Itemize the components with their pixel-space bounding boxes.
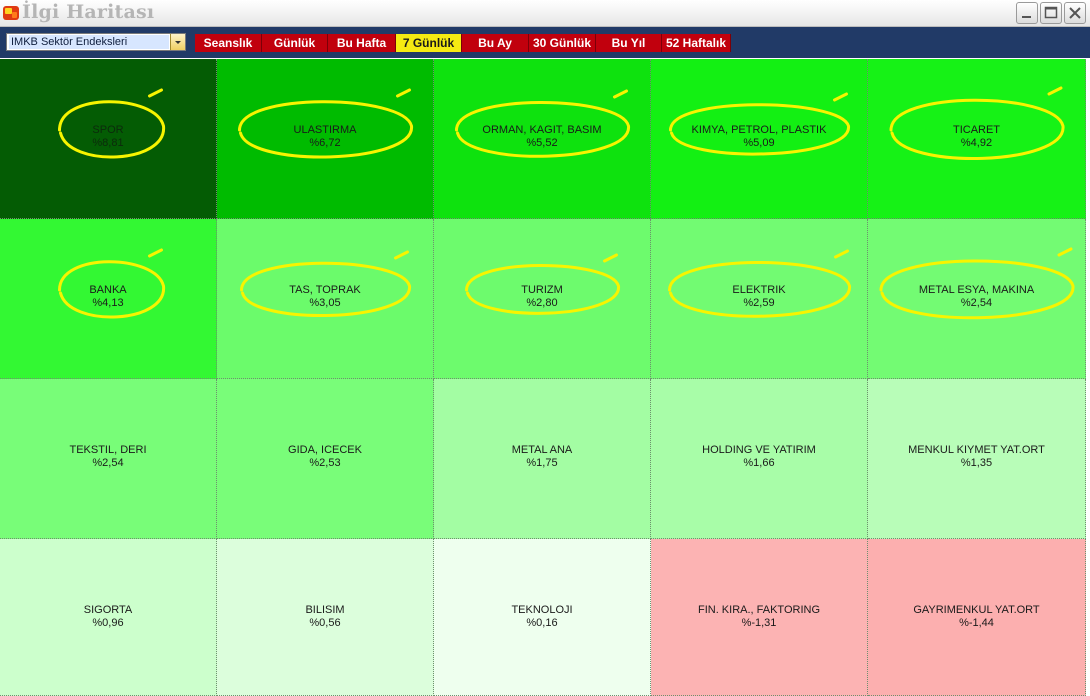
sector-change-value: %1,66 [743, 457, 775, 469]
sector-change-value: %4,13 [92, 297, 124, 309]
sector-change-value: %5,52 [526, 137, 558, 149]
heatmap-cell[interactable]: KIMYA, PETROL, PLASTIK %5,09 [651, 59, 868, 219]
heatmap-cell[interactable]: BILISIM %0,56 [217, 539, 434, 696]
period-tab[interactable]: Seanslık [195, 34, 262, 52]
heatmap-cell[interactable]: METAL ESYA, MAKINA %2,54 [868, 219, 1086, 379]
sector-change-value: %3,05 [309, 297, 341, 309]
heatmap-cell[interactable]: TAS, TOPRAK %3,05 [217, 219, 434, 379]
sector-change-value: %6,72 [309, 137, 341, 149]
minimize-button[interactable] [1016, 2, 1038, 24]
sector-change-value: %0,56 [309, 617, 341, 629]
sector-name: TAS, TOPRAK [289, 284, 361, 296]
sector-name: METAL ANA [511, 444, 573, 456]
sector-name: BANKA [89, 284, 127, 296]
sector-change-value: %0,96 [92, 617, 124, 629]
sector-change-value: %5,09 [743, 137, 775, 149]
heatmap-cell[interactable]: ORMAN, KAGIT, BASIM %5,52 [434, 59, 651, 219]
sector-change-value: %1,75 [526, 457, 558, 469]
sector-change-value: %0,16 [526, 617, 558, 629]
heatmap-cell[interactable]: ULASTIRMA %6,72 [217, 59, 434, 219]
minimize-icon [1022, 16, 1031, 18]
title-bar: İlgi Haritası [0, 0, 1090, 27]
heatmap-cell[interactable]: GIDA, ICECEK %2,53 [217, 379, 434, 539]
sector-change-value: %2,54 [960, 297, 993, 309]
heatmap-cell[interactable]: FIN. KIRA., FAKTORING %-1,31 [651, 539, 868, 696]
sector-change-value: %-1,31 [741, 617, 777, 629]
maximize-button[interactable] [1040, 2, 1062, 24]
sector-change-value: %8,81 [92, 137, 124, 149]
period-tab[interactable]: Günlük [262, 34, 328, 52]
sector-name: FIN. KIRA., FAKTORING [697, 604, 821, 616]
sector-name: KIMYA, PETROL, PLASTIK [691, 124, 827, 136]
index-select[interactable]: IMKB Sektör Endeksleri [6, 33, 186, 51]
sector-name: TEKSTIL, DERI [69, 444, 147, 456]
sector-name: TICARET [952, 124, 1001, 136]
window-title: İlgi Haritası [22, 1, 155, 23]
period-tab[interactable]: 30 Günlük [529, 34, 596, 52]
period-tab[interactable]: Bu Yıl [596, 34, 662, 52]
sector-change-value: %2,80 [526, 297, 558, 309]
sector-change-value: %2,54 [92, 457, 124, 469]
sector-change-value: %1,35 [960, 457, 993, 469]
sector-name: ORMAN, KAGIT, BASIM [482, 124, 602, 136]
period-tab[interactable]: 52 Haftalık [662, 34, 731, 52]
heatmap-cell[interactable]: METAL ANA %1,75 [434, 379, 651, 539]
heatmap-cell[interactable]: TEKSTIL, DERI %2,54 [0, 379, 217, 539]
period-tab[interactable]: Bu Ay [462, 34, 529, 52]
heatmap-cell[interactable]: TEKNOLOJI %0,16 [434, 539, 651, 696]
dropdown-arrow-button[interactable] [170, 34, 185, 50]
period-tab[interactable]: Bu Hafta [328, 34, 396, 52]
chevron-down-icon [175, 41, 181, 44]
heatmap-cell[interactable]: HOLDING VE YATIRIM %1,66 [651, 379, 868, 539]
sector-name: TURIZM [521, 284, 563, 296]
sector-name: TEKNOLOJI [511, 604, 573, 616]
sector-name: MENKUL KIYMET YAT.ORT [908, 444, 1045, 456]
index-select-value: IMKB Sektör Endeksleri [9, 35, 169, 49]
sector-change-value: %2,53 [309, 457, 341, 469]
close-icon [1069, 7, 1081, 19]
heatmap-cell[interactable]: ELEKTRIK %2,59 [651, 219, 868, 379]
close-button[interactable] [1064, 2, 1086, 24]
heatmap-app-icon [2, 4, 20, 22]
heatmap-cell[interactable]: SIGORTA %0,96 [0, 539, 217, 696]
sector-name: ULASTIRMA [293, 124, 357, 136]
sector-name: GAYRIMENKUL YAT.ORT [913, 604, 1040, 616]
sector-change-value: %4,92 [960, 137, 993, 149]
period-tab[interactable]: 7 Günlük [396, 34, 462, 52]
sector-name: METAL ESYA, MAKINA [918, 284, 1035, 296]
sector-name: ELEKTRIK [732, 284, 786, 296]
heatmap-cell[interactable]: TICARET %4,92 [868, 59, 1086, 219]
sector-change-value: %-1,44 [959, 617, 994, 629]
heatmap-cell[interactable]: MENKUL KIYMET YAT.ORT %1,35 [868, 379, 1086, 539]
sector-name: HOLDING VE YATIRIM [702, 444, 816, 456]
maximize-icon [1044, 6, 1058, 19]
heatmap-cell[interactable]: GAYRIMENKUL YAT.ORT %-1,44 [868, 539, 1086, 696]
toolbar: IMKB Sektör Endeksleri Seanslık Günlük Bu … [0, 27, 1090, 58]
heatmap-cell[interactable]: SPOR %8,81 [0, 59, 217, 219]
sector-name: SPOR [92, 124, 124, 136]
sector-name: GIDA, ICECEK [288, 444, 362, 456]
sector-name: BILISIM [305, 604, 345, 616]
heatmap-cell[interactable]: TURIZM %2,80 [434, 219, 651, 379]
heatmap-grid: SPOR %8,81 ULASTIRMA %6,72 ORMAN, KAGIT, BAS… [0, 59, 1090, 696]
heatmap-cell[interactable]: BANKA %4,13 [0, 219, 217, 379]
sector-name: SIGORTA [83, 604, 133, 616]
sector-change-value: %2,59 [743, 297, 775, 309]
